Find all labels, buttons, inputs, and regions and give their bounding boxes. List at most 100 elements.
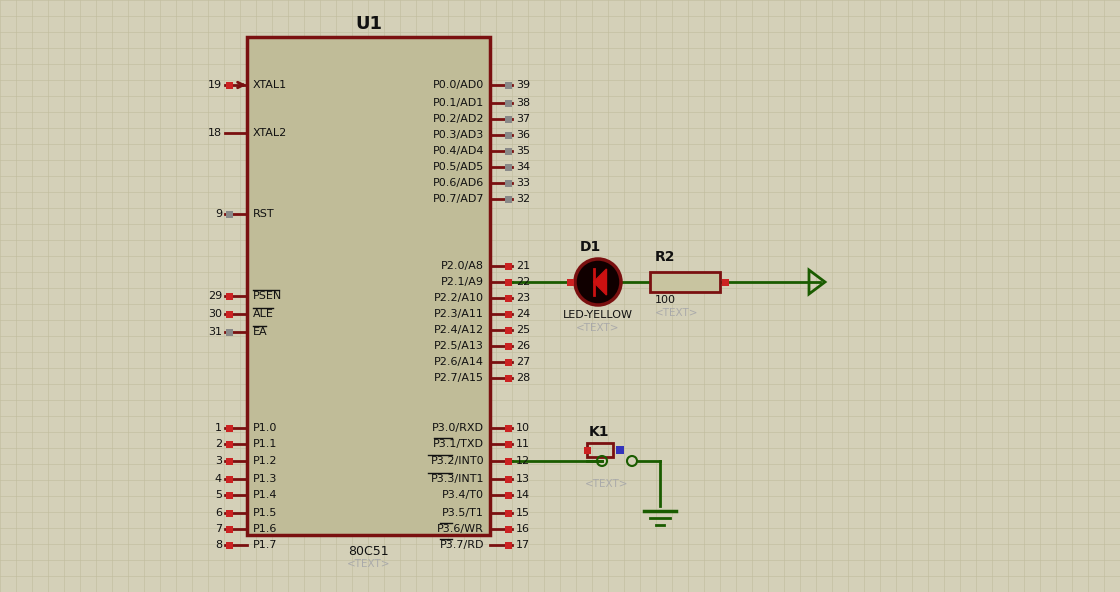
Bar — [504, 310, 512, 317]
Text: P2.5/A13: P2.5/A13 — [435, 341, 484, 351]
Text: <TEXT>: <TEXT> — [347, 559, 390, 569]
Bar — [225, 542, 233, 549]
Bar — [504, 475, 512, 482]
Text: 11: 11 — [516, 439, 530, 449]
Bar — [225, 292, 233, 300]
Bar — [504, 163, 512, 170]
Text: P1.3: P1.3 — [253, 474, 278, 484]
Text: P1.5: P1.5 — [253, 508, 278, 518]
Text: 32: 32 — [516, 194, 530, 204]
Bar — [504, 294, 512, 301]
Text: 16: 16 — [516, 524, 530, 534]
Text: 6: 6 — [215, 508, 222, 518]
Text: 3: 3 — [215, 456, 222, 466]
Bar — [504, 440, 512, 448]
Text: 19: 19 — [208, 80, 222, 90]
Text: P0.4/AD4: P0.4/AD4 — [432, 146, 484, 156]
Bar — [225, 82, 233, 88]
Text: 15: 15 — [516, 508, 530, 518]
Bar — [225, 491, 233, 498]
Bar — [504, 375, 512, 381]
Bar — [225, 424, 233, 432]
Text: P3.2/INT0: P3.2/INT0 — [430, 456, 484, 466]
Bar — [504, 343, 512, 349]
Text: 7: 7 — [215, 524, 222, 534]
Text: <TEXT>: <TEXT> — [577, 323, 619, 333]
Bar — [504, 262, 512, 269]
Text: P2.3/A11: P2.3/A11 — [435, 309, 484, 319]
Text: 34: 34 — [516, 162, 530, 172]
Text: 36: 36 — [516, 130, 530, 140]
Text: <TEXT>: <TEXT> — [586, 479, 628, 489]
Text: P0.1/AD1: P0.1/AD1 — [432, 98, 484, 108]
Text: RST: RST — [253, 209, 274, 219]
Text: 33: 33 — [516, 178, 530, 188]
Text: U1: U1 — [355, 15, 382, 33]
Text: 18: 18 — [208, 128, 222, 138]
Circle shape — [575, 259, 620, 305]
Text: P1.1: P1.1 — [253, 439, 278, 449]
Bar — [504, 491, 512, 498]
Text: 5: 5 — [215, 490, 222, 500]
Bar — [504, 99, 512, 107]
Text: P3.6/WR: P3.6/WR — [437, 524, 484, 534]
Text: P1.7: P1.7 — [253, 540, 278, 550]
Text: 80C51: 80C51 — [348, 545, 389, 558]
Text: P3.3/INT1: P3.3/INT1 — [430, 474, 484, 484]
Bar — [504, 542, 512, 549]
Text: P2.4/A12: P2.4/A12 — [433, 325, 484, 335]
Text: <TEXT>: <TEXT> — [655, 308, 699, 318]
Text: P1.2: P1.2 — [253, 456, 278, 466]
Text: P3.4/T0: P3.4/T0 — [442, 490, 484, 500]
Polygon shape — [594, 269, 607, 295]
Text: 14: 14 — [516, 490, 530, 500]
Bar — [616, 446, 624, 454]
Bar — [248, 37, 491, 535]
Bar — [225, 458, 233, 465]
Bar — [225, 475, 233, 482]
Bar — [225, 310, 233, 317]
Text: 27: 27 — [516, 357, 530, 367]
Text: P0.3/AD3: P0.3/AD3 — [432, 130, 484, 140]
Text: EA: EA — [253, 327, 268, 337]
Bar — [504, 359, 512, 365]
Text: P2.0/A8: P2.0/A8 — [441, 261, 484, 271]
Text: 28: 28 — [516, 373, 530, 383]
Text: 25: 25 — [516, 325, 530, 335]
Text: 13: 13 — [516, 474, 530, 484]
Bar — [587, 443, 613, 457]
Bar — [504, 82, 512, 88]
Text: P3.7/RD: P3.7/RD — [439, 540, 484, 550]
Text: P0.7/AD7: P0.7/AD7 — [432, 194, 484, 204]
Text: XTAL2: XTAL2 — [253, 128, 287, 138]
Bar — [650, 272, 720, 292]
Text: 4: 4 — [215, 474, 222, 484]
Bar — [225, 510, 233, 516]
Bar — [225, 211, 233, 217]
Text: P1.6: P1.6 — [253, 524, 278, 534]
Text: ALE: ALE — [253, 309, 274, 319]
Text: 17: 17 — [516, 540, 530, 550]
Text: 100: 100 — [655, 295, 676, 305]
Text: 2: 2 — [215, 439, 222, 449]
Text: PSEN: PSEN — [253, 291, 282, 301]
Text: P0.2/AD2: P0.2/AD2 — [432, 114, 484, 124]
Bar — [584, 446, 590, 453]
Text: P0.5/AD5: P0.5/AD5 — [432, 162, 484, 172]
Text: 35: 35 — [516, 146, 530, 156]
Text: 10: 10 — [516, 423, 530, 433]
Bar — [504, 458, 512, 465]
Text: P3.0/RXD: P3.0/RXD — [432, 423, 484, 433]
Text: 21: 21 — [516, 261, 530, 271]
Text: 29: 29 — [207, 291, 222, 301]
Text: 9: 9 — [215, 209, 222, 219]
Text: P0.6/AD6: P0.6/AD6 — [432, 178, 484, 188]
Text: 22: 22 — [516, 277, 530, 287]
Text: 26: 26 — [516, 341, 530, 351]
Text: LED-YELLOW: LED-YELLOW — [563, 310, 633, 320]
Text: 1: 1 — [215, 423, 222, 433]
Bar — [504, 526, 512, 532]
Bar — [504, 147, 512, 155]
Bar — [504, 179, 512, 186]
Bar — [504, 327, 512, 333]
